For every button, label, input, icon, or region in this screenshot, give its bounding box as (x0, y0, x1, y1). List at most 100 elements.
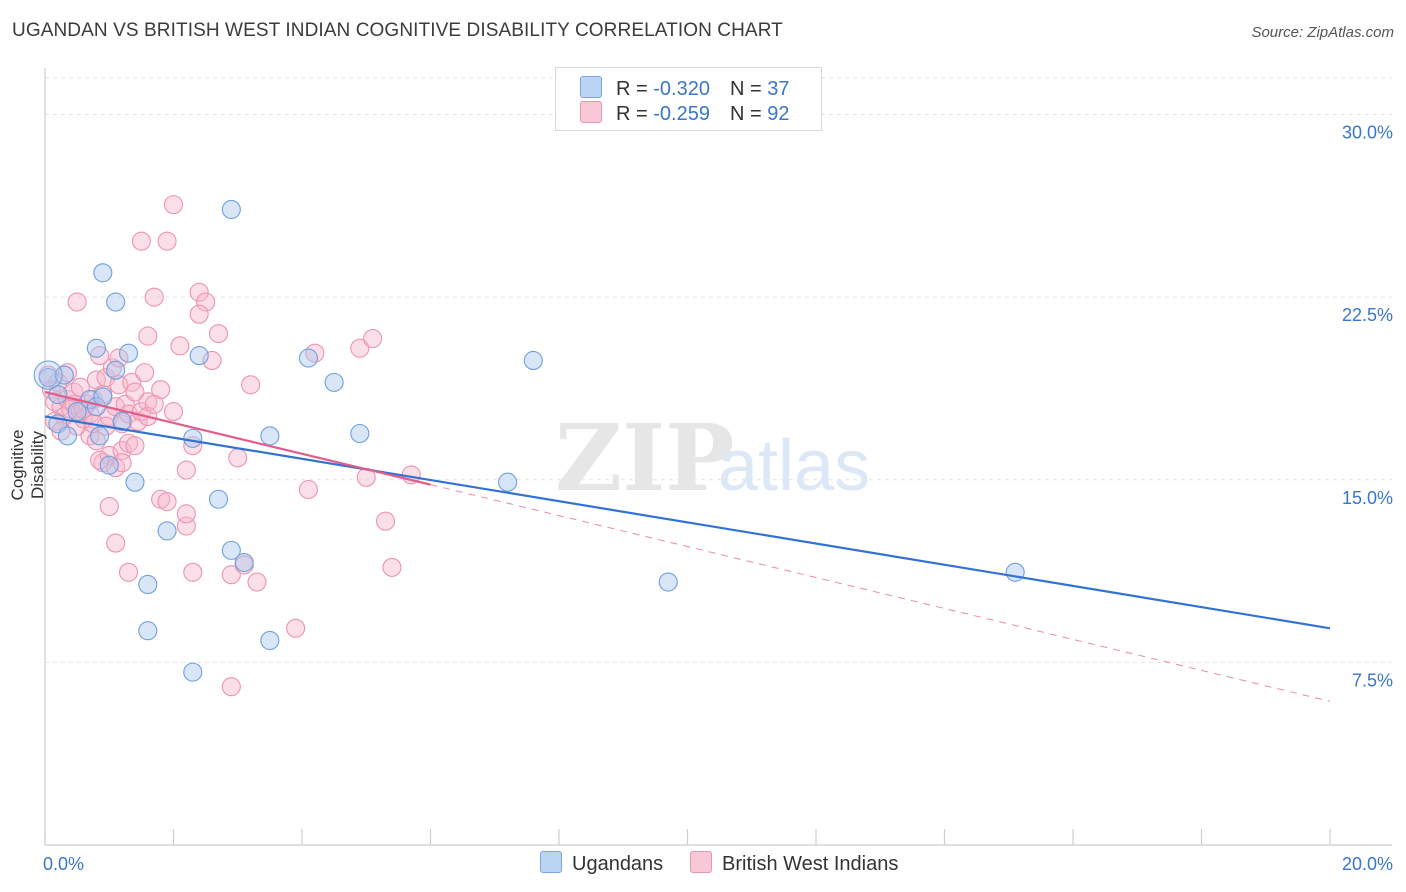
y-axis-label: Cognitive Disability (8, 429, 47, 501)
legend-n-value: 92 (767, 103, 790, 125)
data-point-british-west-indians (208, 324, 229, 344)
data-point-british-west-indians (157, 492, 177, 512)
data-point-british-west-indians (80, 426, 100, 446)
bottom-legend-british-west-indians: British West Indians (690, 851, 898, 876)
legend-row-ugandans: R = -0.320 N = 37 (580, 76, 789, 102)
trend-line-ugandans (44, 415, 1331, 630)
legend-r-value: -0.259 (653, 103, 710, 125)
data-point-british-west-indians (298, 479, 318, 500)
data-point-british-west-indians (99, 496, 119, 517)
chart-title: UGANDAN VS BRITISH WEST INDIAN COGNITIVE… (12, 20, 783, 41)
data-point-ugandans (157, 521, 177, 541)
data-point-british-west-indians (228, 448, 248, 468)
data-point-ugandans (93, 387, 113, 407)
data-point-ugandans (138, 621, 158, 641)
data-point-ugandans (350, 423, 370, 444)
data-point-ugandans (498, 472, 518, 492)
data-point-british-west-indians (176, 460, 196, 480)
x-tick-label-min: 0.0% (43, 854, 84, 874)
data-point-british-west-indians (350, 338, 370, 358)
trend-line-british-west-indians-extension (430, 484, 1331, 702)
data-point-british-west-indians (125, 382, 145, 402)
legend-r-label: R = (616, 78, 654, 100)
data-point-british-west-indians (118, 562, 139, 582)
data-point-ugandans (298, 348, 318, 368)
legend-r-value: -0.320 (653, 78, 710, 100)
watermark-zip: ZIP (555, 404, 734, 512)
bottom-legend-ugandans: Ugandans (540, 851, 663, 876)
data-point-ugandans (57, 426, 78, 446)
data-point-ugandans (118, 343, 139, 363)
data-point-british-west-indians (305, 343, 325, 363)
data-point-british-west-indians (144, 394, 164, 414)
data-point-british-west-indians (106, 533, 126, 553)
data-point-british-west-indians (202, 350, 222, 371)
data-point-ugandans (523, 350, 543, 371)
data-point-ugandans (86, 338, 106, 358)
data-point-british-west-indians (375, 511, 396, 531)
data-point-ugandans (208, 489, 229, 509)
data-point-ugandans (125, 472, 145, 492)
data-point-ugandans (90, 426, 110, 446)
legend-n-label: N = (729, 103, 768, 125)
data-point-british-west-indians (382, 557, 402, 577)
series-british-west-indians (38, 195, 421, 697)
data-point-british-west-indians (109, 348, 129, 368)
y-tick-label: 15.0% (1342, 488, 1393, 508)
data-point-british-west-indians (64, 382, 84, 402)
source-label: Source: ZipAtlas.com (1251, 24, 1394, 41)
series-ugandans (33, 199, 1025, 682)
data-point-british-west-indians (286, 618, 306, 638)
data-point-british-west-indians (138, 326, 158, 346)
data-point-ugandans (189, 346, 209, 366)
data-point-ugandans (138, 574, 158, 595)
data-point-british-west-indians (125, 436, 145, 456)
data-point-ugandans (93, 263, 113, 283)
bottom-legend-swatch-ugandans (540, 851, 562, 873)
y-tick-label: 7.5% (1352, 670, 1393, 690)
data-point-british-west-indians (196, 292, 216, 312)
y-tick-label: 30.0% (1342, 123, 1393, 143)
legend-row-british-west-indians: R = -0.259 N = 92 (580, 101, 789, 127)
data-point-british-west-indians (163, 402, 184, 422)
data-point-british-west-indians (170, 336, 190, 356)
data-point-british-west-indians (57, 363, 78, 383)
data-point-british-west-indians (144, 287, 164, 307)
data-point-ugandans-cluster (33, 360, 63, 390)
legend-n-value: 37 (767, 78, 790, 100)
watermark-atlas: atlas (718, 426, 870, 506)
data-point-ugandans (221, 199, 241, 220)
bottom-legend-label: Ugandans (572, 853, 664, 875)
data-point-british-west-indians (247, 572, 267, 592)
data-point-ugandans (260, 630, 280, 651)
data-point-ugandans (106, 360, 126, 380)
axes (44, 68, 1392, 846)
legend-r-label: R = (616, 103, 654, 125)
data-point-ugandans (221, 540, 241, 560)
data-point-british-west-indians (189, 282, 209, 302)
trend-lines (44, 391, 1331, 702)
legend-swatch-british-west-indians (580, 101, 602, 123)
legend-n-label: N = (729, 78, 768, 100)
data-point-british-west-indians (163, 195, 184, 215)
data-point-british-west-indians (241, 375, 261, 395)
grid-lines (45, 77, 1392, 663)
bottom-legend-label: British West Indians (722, 853, 899, 875)
data-point-ugandans (67, 402, 87, 422)
y-tick-label: 22.5% (1342, 305, 1393, 325)
data-point-ugandans (658, 572, 678, 592)
x-tick-label-max: 20.0% (1342, 854, 1393, 874)
data-point-british-west-indians (131, 231, 151, 251)
data-point-british-west-indians (157, 231, 177, 251)
data-point-british-west-indians (67, 292, 87, 312)
data-point-british-west-indians (183, 562, 203, 582)
data-point-british-west-indians (363, 328, 383, 349)
data-point-british-west-indians (176, 504, 196, 524)
data-point-british-west-indians (221, 677, 241, 697)
data-point-british-west-indians (189, 304, 209, 324)
data-point-british-west-indians (221, 565, 241, 585)
data-point-ugandans (106, 292, 126, 312)
data-point-ugandans (38, 367, 58, 388)
